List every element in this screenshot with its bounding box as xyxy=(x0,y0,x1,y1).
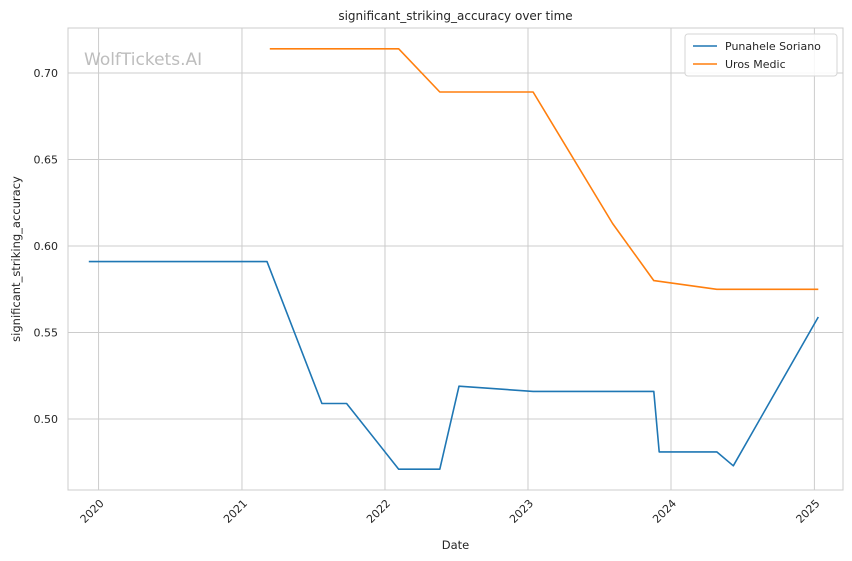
y-tick-label: 0.60 xyxy=(34,240,59,253)
legend-label-uros-medic: Uros Medic xyxy=(725,58,786,71)
legend: Punahele Soriano Uros Medic xyxy=(684,33,838,77)
grid xyxy=(68,28,843,490)
plot-frame xyxy=(67,27,844,491)
chart-title: significant_striking_accuracy over time xyxy=(338,9,572,23)
x-axis-title: Date xyxy=(442,538,470,552)
y-axis-title: significant_striking_accuracy xyxy=(9,176,23,342)
series-lines xyxy=(88,47,819,471)
y-tick-label: 0.50 xyxy=(34,413,59,426)
series-line-punahele-soriano xyxy=(88,260,819,471)
legend-box xyxy=(684,33,838,77)
series-line-uros-medic xyxy=(269,47,819,291)
y-tick-label: 0.70 xyxy=(34,67,59,80)
watermark: WolfTickets.AI xyxy=(84,50,202,70)
y-tick-label: 0.55 xyxy=(34,327,59,340)
y-tick-label: 0.65 xyxy=(34,154,59,167)
legend-label-punahele-soriano: Punahele Soriano xyxy=(725,40,821,53)
